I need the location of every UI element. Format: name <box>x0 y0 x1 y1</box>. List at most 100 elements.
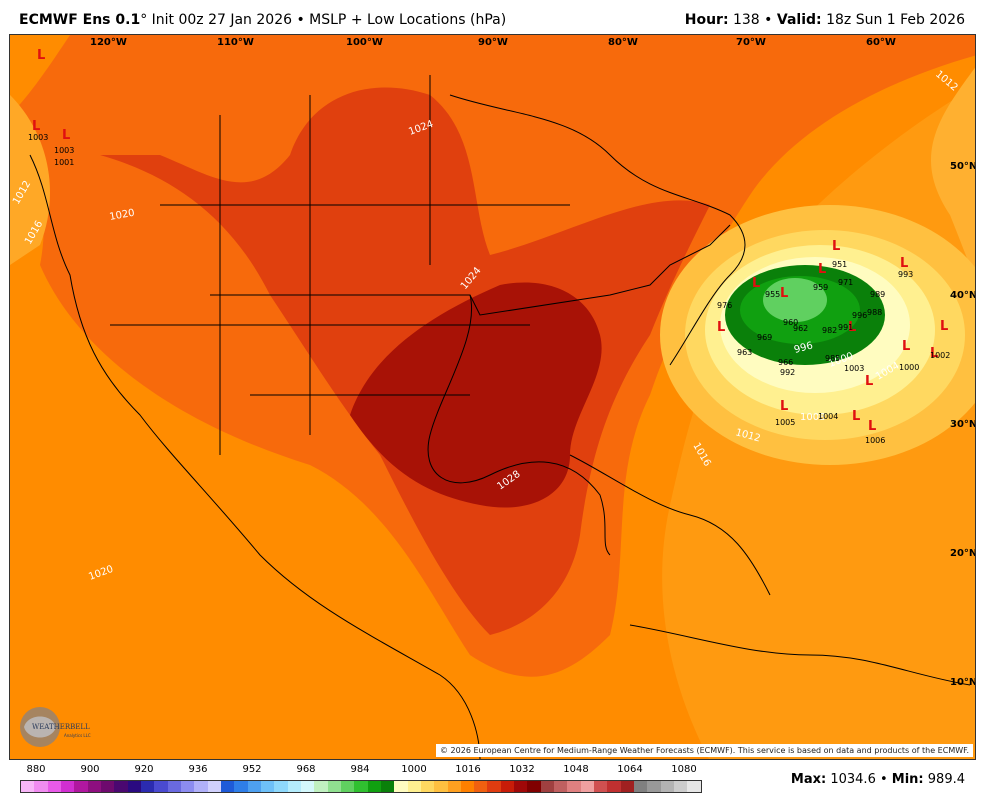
legend-swatch <box>474 781 488 792</box>
low-value: 971 <box>838 278 853 287</box>
low-value: 991 <box>838 323 853 332</box>
low-core <box>763 278 827 322</box>
legend-swatch <box>234 781 248 792</box>
low-marker: L <box>848 320 856 335</box>
lat-label: 30°N <box>950 419 976 430</box>
pressure-legend: 880 900 920 936 952 968 984 1000 1016 10… <box>20 764 702 804</box>
legend-tick: 1032 <box>509 764 535 775</box>
low-marker: L <box>852 409 860 424</box>
low-marker: L <box>780 399 788 414</box>
low-value: 969 <box>757 333 772 342</box>
low-marker: L <box>818 262 826 277</box>
legend-swatch <box>220 781 235 792</box>
legend-color-bar <box>20 780 702 793</box>
low-value: 955 <box>765 290 780 299</box>
max-min-readout: Max: 1034.6 • Min: 989.4 <box>791 772 965 787</box>
legend-swatch <box>407 781 421 792</box>
lat-label: 20°N <box>950 548 976 559</box>
legend-tick: 880 <box>26 764 46 775</box>
valid-time: Hour: 138 • Valid: 18z Sun 1 Feb 2026 <box>685 12 965 28</box>
lon-label: 100°W <box>346 37 383 48</box>
low-marker: L <box>37 48 45 63</box>
mslp-map[interactable]: 120°W 110°W 100°W 90°W 80°W 70°W 60°W 50… <box>9 34 976 760</box>
legend-swatch <box>447 781 461 792</box>
map-canvas: 120°W 110°W 100°W 90°W 80°W 70°W 60°W 50… <box>10 35 976 759</box>
lon-label: 110°W <box>217 37 254 48</box>
legend-swatch <box>140 781 155 792</box>
legend-ticks: 880 900 920 936 952 968 984 1000 1016 10… <box>20 764 702 778</box>
lon-label: 60°W <box>866 37 896 48</box>
low-value: 1006 <box>865 436 885 445</box>
low-marker: L <box>780 286 788 301</box>
isobar-label: 1020 <box>109 208 136 223</box>
low-marker: L <box>752 276 760 291</box>
low-value: 1002 <box>930 351 950 360</box>
low-value: 1001 <box>54 158 74 167</box>
logo-text: WEATHERBELL <box>32 723 90 731</box>
legend-swatch <box>127 781 141 792</box>
coastlines <box>29 75 971 759</box>
low-value: 1003 <box>28 133 48 142</box>
legend-swatch <box>87 781 101 792</box>
pressure-band-1028 <box>350 282 602 508</box>
legend-swatch <box>420 781 435 792</box>
legend-tick: 1016 <box>455 764 481 775</box>
hour-value: 138 • <box>728 12 777 28</box>
legend-tick: 968 <box>296 764 316 775</box>
legend-swatch <box>434 781 448 792</box>
legend-tick: 984 <box>350 764 370 775</box>
max-value: 1034.6 • <box>826 772 892 787</box>
legend-swatch <box>314 781 328 792</box>
legend-swatch <box>527 781 541 792</box>
low-value: 996 <box>852 311 867 320</box>
legend-swatch <box>540 781 555 792</box>
low-value: 989 <box>870 290 885 299</box>
logo-subtext: Analytics LLC <box>64 733 91 738</box>
graticule-labels: 120°W 110°W 100°W 90°W 80°W 70°W 60°W 50… <box>90 37 976 688</box>
legend-swatch <box>247 781 261 792</box>
low-value: 1000 <box>899 363 919 372</box>
low-marker: L <box>930 346 938 361</box>
init-text: Init 00z 27 Jan 2026 • MSLP + Low Locati… <box>147 12 507 28</box>
legend-swatch <box>620 781 635 792</box>
legend-swatch <box>607 781 621 792</box>
low-value: 960 <box>783 318 798 327</box>
low-value: 1003 <box>844 364 864 373</box>
low-value: 966 <box>778 358 793 367</box>
legend-swatch <box>114 781 128 792</box>
valid-value: 18z Sun 1 Feb 2026 <box>821 12 965 28</box>
valid-label: Valid: <box>776 12 822 28</box>
low-value: 982 <box>822 326 837 335</box>
legend-swatch <box>580 781 595 792</box>
legend-swatch <box>274 781 288 792</box>
legend-swatch <box>340 781 355 792</box>
legend-tick: 1000 <box>401 764 427 775</box>
lon-label: 70°W <box>736 37 766 48</box>
lat-label: 40°N <box>950 290 976 301</box>
legend-swatch <box>60 781 75 792</box>
legend-swatch <box>394 781 408 792</box>
low-value: 988 <box>867 308 882 317</box>
legend-swatch <box>260 781 275 792</box>
legend-swatch <box>21 781 35 792</box>
low-marker: L <box>865 374 873 389</box>
low-value: 992 <box>780 368 795 377</box>
low-marker: L <box>902 339 910 354</box>
map-title: ECMWF Ens 0.1° Init 00z 27 Jan 2026 • MS… <box>19 12 506 28</box>
lon-label: 90°W <box>478 37 508 48</box>
lat-label: 50°N <box>950 161 976 172</box>
legend-swatch <box>287 781 301 792</box>
low-value: 951 <box>832 260 847 269</box>
low-markers: L L L L L L L L L L L L L L L L L 1003 1… <box>28 48 950 445</box>
hour-label: Hour: <box>684 12 729 28</box>
low-value: 959 <box>813 283 828 292</box>
legend-tick: 920 <box>134 764 154 775</box>
min-label: Min: <box>891 772 924 787</box>
legend-tick: 1064 <box>617 764 643 775</box>
low-value: 993 <box>898 270 913 279</box>
legend-swatch <box>594 781 608 792</box>
legend-swatch <box>660 781 675 792</box>
legend-swatch <box>634 781 648 792</box>
legend-swatch <box>380 781 395 792</box>
low-value: 1004 <box>818 412 838 421</box>
